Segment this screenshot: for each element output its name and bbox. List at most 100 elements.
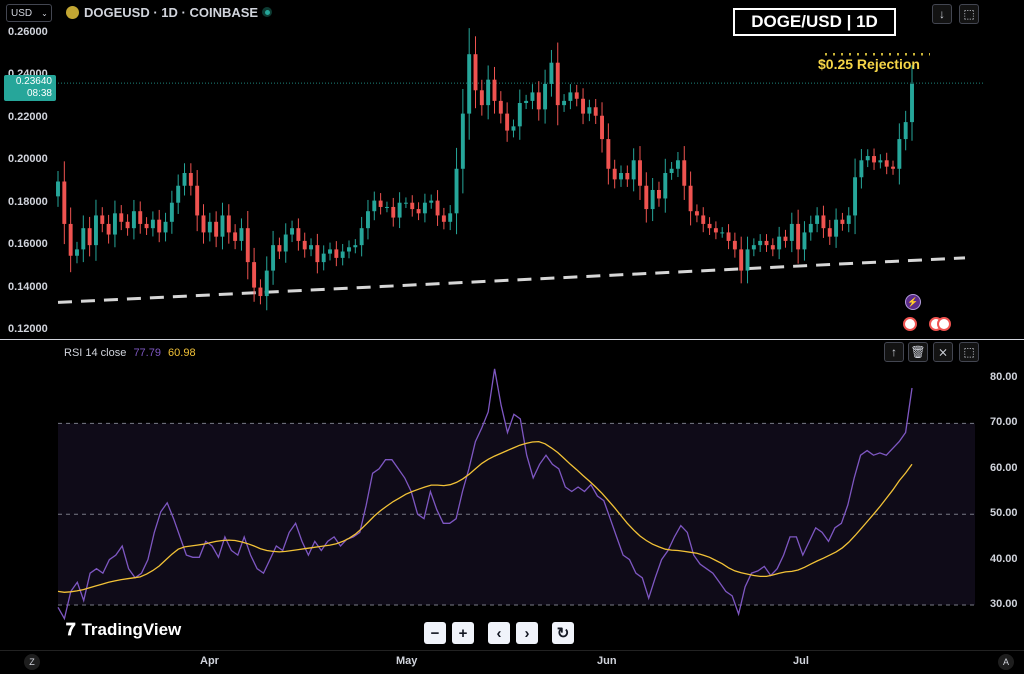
candle-body [68, 223, 73, 256]
rsi-value: 77.79 [133, 347, 161, 359]
candle-body [144, 223, 149, 229]
candle-body [347, 247, 351, 252]
timezone-button[interactable]: Z [24, 654, 40, 670]
candle-body [751, 245, 756, 250]
support-trendline [57, 256, 966, 304]
candle-body [309, 245, 313, 250]
candle-body [872, 156, 877, 163]
bar-countdown: 08:38 [26, 88, 52, 99]
candle-body [758, 240, 763, 246]
candle-body [416, 209, 421, 214]
candle-body [600, 115, 604, 140]
candle-body [321, 253, 326, 263]
price-tick-label: 0.18000 [8, 195, 48, 208]
scroll-forward-button[interactable]: › [516, 622, 538, 644]
candle-body [663, 173, 668, 199]
candle-body [479, 90, 484, 106]
rsi-chart[interactable] [0, 340, 1024, 650]
candle-body [410, 202, 415, 210]
candle-body [739, 249, 744, 271]
title-badge: DOGE/USD | 1D [733, 8, 896, 36]
minus-icon: − [430, 624, 440, 642]
candle-body [220, 215, 225, 237]
candle-body [897, 139, 902, 169]
scroll-back-button[interactable]: ‹ [488, 622, 510, 644]
candle-body [878, 160, 883, 163]
candle-body [214, 221, 219, 237]
candle-body [505, 113, 510, 131]
maximize-rsi-button[interactable]: ⬚ [959, 342, 979, 362]
us-flag-event-icon[interactable] [903, 317, 917, 331]
price-chart[interactable] [0, 0, 1024, 340]
candle-body [492, 79, 497, 101]
chevron-down-icon: ⌄ [41, 8, 48, 18]
time-tick-label: May [396, 655, 418, 667]
candle-body [245, 228, 250, 263]
move-pane-up-button[interactable]: ↑ [884, 342, 904, 362]
candle-body [176, 185, 181, 203]
rsi-line [57, 368, 913, 621]
candle-body [239, 228, 244, 241]
candle-body [372, 200, 377, 212]
candle-body [720, 232, 725, 234]
candle-body [524, 100, 529, 104]
pane-divider[interactable] [0, 339, 1024, 340]
candle-body [201, 215, 206, 233]
rsi-ma-line [57, 440, 913, 593]
candle-body [157, 219, 162, 233]
candle-body [391, 206, 396, 218]
lightning-event-icon[interactable]: ⚡ [905, 294, 921, 310]
candle-body [435, 200, 440, 216]
candle-body [296, 228, 301, 241]
collapse-pane-button[interactable]: ↓ [932, 4, 952, 24]
currency-select[interactable]: USD ⌄ [6, 4, 52, 22]
candle-body [549, 62, 554, 84]
candle-body [75, 249, 79, 256]
candle-body [81, 228, 86, 250]
maximize-icon: ⬚ [963, 7, 975, 21]
candle-body [271, 245, 276, 271]
rsi-legend[interactable]: RSI 14 close 77.79 60.98 [64, 347, 196, 359]
auto-scale-button[interactable]: A [998, 654, 1014, 670]
rsi-tick-label: 30.00 [990, 598, 1018, 610]
candle-body [840, 219, 845, 224]
candle-body [777, 236, 782, 250]
time-axis[interactable] [0, 650, 1024, 674]
price-tick-label: 0.22000 [8, 110, 48, 123]
candle-body [264, 270, 269, 297]
candle-body [764, 240, 769, 246]
coin-logo [66, 6, 79, 19]
candle-body [688, 185, 693, 212]
candle-body [226, 215, 231, 233]
candle-body [112, 213, 117, 235]
candle-body [315, 245, 320, 263]
time-tick-label: Apr [200, 655, 219, 667]
candle-body [131, 211, 136, 229]
chevron-right-icon: › [524, 624, 530, 642]
last-price-badge: 0.23640 08:38 [4, 75, 56, 101]
candle-body [169, 202, 174, 222]
candle-body [827, 228, 832, 237]
candle-body [277, 245, 282, 252]
candle-body [910, 83, 914, 123]
candle-body [62, 181, 67, 224]
zoom-in-button[interactable]: + [452, 622, 474, 644]
currency-label: USD [11, 7, 33, 19]
candle-body [669, 168, 674, 174]
maximize-icon: ⬚ [963, 345, 975, 359]
collapse-rsi-button[interactable]: ⨯ [933, 342, 953, 362]
us-flag-event-icon[interactable] [937, 317, 951, 331]
candle-body [903, 122, 908, 140]
tradingview-watermark: 𝟕 TradingView [66, 620, 181, 640]
candle-body [328, 249, 332, 254]
zoom-out-button[interactable]: − [424, 622, 446, 644]
symbol-line[interactable]: DOGEUSD · 1D · COINBASE [84, 5, 259, 20]
candle-body [808, 223, 813, 233]
reset-chart-button[interactable]: ↻ [552, 622, 574, 644]
candle-body [138, 211, 143, 224]
candle-body [562, 100, 567, 106]
candle-body [429, 200, 434, 203]
delete-pane-button[interactable]: 🗑 [908, 342, 928, 362]
maximize-pane-button[interactable]: ⬚ [959, 4, 979, 24]
candle-body [644, 185, 649, 210]
